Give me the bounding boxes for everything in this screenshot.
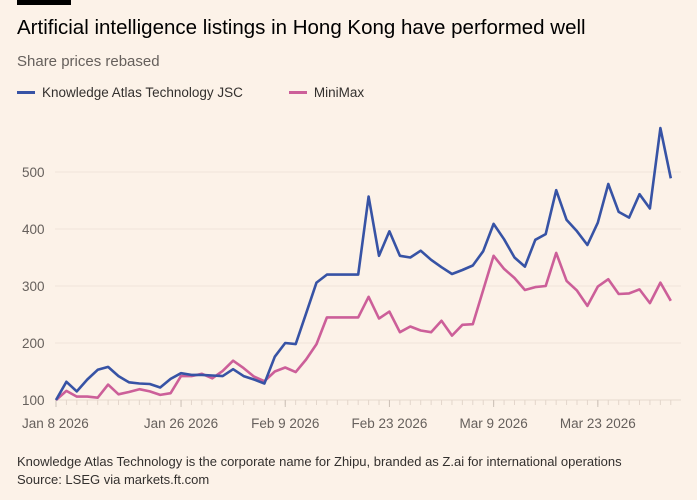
x-tick-label: Feb 9 2026 [251,416,319,431]
brand-bar [17,0,71,5]
legend-swatch [17,91,35,94]
y-tick-label: 200 [22,336,45,351]
chart-title: Artificial intelligence listings in Hong… [17,16,586,39]
x-tick-label: Mar 9 2026 [459,416,527,431]
y-tick-label: 400 [22,222,45,237]
legend-item-minimax: MiniMax [288,85,365,100]
x-tick-label: Jan 8 2026 [22,416,89,431]
footnote: Knowledge Atlas Technology is the corpor… [17,454,622,469]
footer: Knowledge Atlas Technology is the corpor… [17,453,622,489]
legend-swatch [288,91,307,94]
x-tick-label: Jan 26 2026 [144,416,218,431]
legend-label: MiniMax [313,85,365,100]
y-tick-label: 300 [22,279,45,294]
x-tick-label: Mar 23 2026 [560,416,636,431]
x-tick-label: Feb 23 2026 [352,416,428,431]
y-tick-label: 100 [22,393,45,408]
series-line-minimax [55,251,672,401]
legend: Knowledge Atlas Technology JSC MiniMax [17,85,410,100]
series-line-knowledge-atlas-technology-jsc [54,126,673,401]
source-note: Source: LSEG via markets.ft.com [17,472,210,487]
y-tick-label: 500 [22,165,45,180]
legend-item-knowledge-atlas: Knowledge Atlas Technology JSC [17,85,243,100]
legend-label: Knowledge Atlas Technology JSC [42,85,243,100]
chart-subtitle: Share prices rebased [17,53,160,70]
